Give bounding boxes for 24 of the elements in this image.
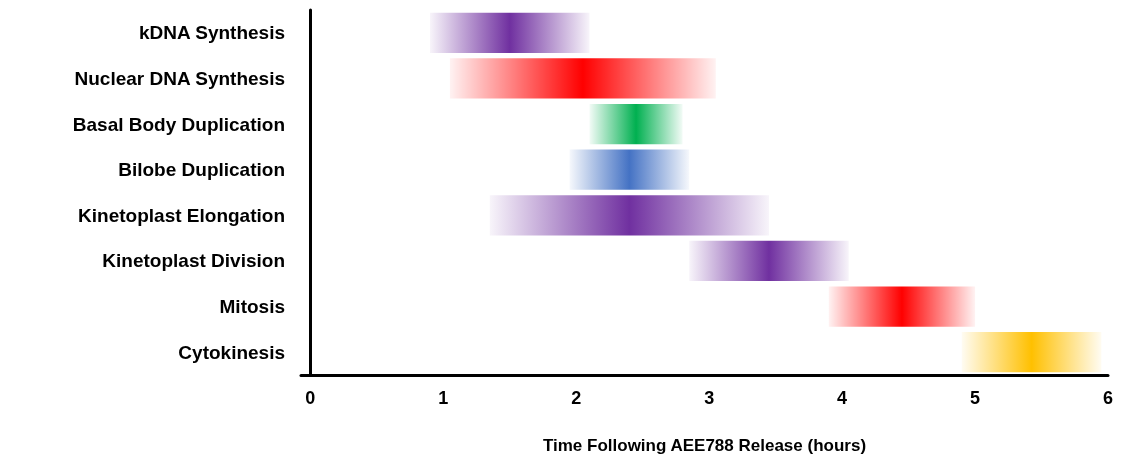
bar [589, 103, 683, 145]
y-tick-label: Bilobe Duplication [118, 159, 285, 181]
bar [961, 332, 1102, 373]
y-tick-label: Cytokinesis [178, 341, 285, 363]
y-tick-label: Basal Body Duplication [72, 113, 285, 135]
x-tick-label: 6 [1102, 388, 1114, 408]
y-tick-label: Kinetoplast Elongation [78, 204, 285, 226]
x-tick-label: 0 [305, 388, 316, 408]
bar [449, 58, 716, 99]
bar [828, 286, 976, 327]
x-axis-title: Time Following AEE788 Release (hours) [542, 436, 867, 455]
bar [429, 12, 590, 53]
y-tick-label: Mitosis [219, 296, 285, 318]
bar [689, 240, 849, 282]
x-tick-label: 1 [438, 388, 449, 408]
x-tick-label: 3 [704, 388, 715, 408]
y-tick-label: kDNA Synthesis [138, 22, 285, 44]
bar [569, 149, 690, 190]
y-tick-label: Nuclear DNA Synthesis [74, 67, 285, 89]
x-tick-label: 2 [571, 388, 582, 408]
y-tick-label: Kinetoplast Division [102, 250, 285, 272]
bar [489, 195, 769, 236]
x-tick-label: 4 [837, 388, 848, 408]
x-tick-label: 5 [970, 388, 981, 408]
